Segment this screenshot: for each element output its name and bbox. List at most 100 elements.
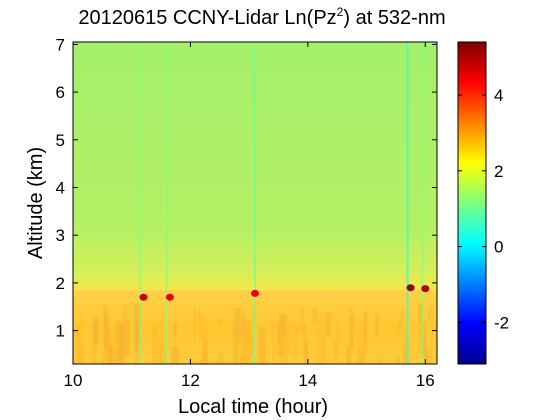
streak-line — [139, 42, 142, 364]
texture-patch — [173, 323, 178, 336]
texture-patch — [233, 307, 242, 337]
texture-patch — [75, 323, 81, 348]
texture-patch — [120, 322, 126, 359]
texture-patch — [157, 345, 162, 364]
texture-patch — [395, 357, 401, 364]
y-tick-label: 6 — [56, 83, 65, 102]
x-tick-label: 16 — [416, 371, 435, 390]
texture-patch — [244, 356, 251, 364]
texture-patch — [105, 323, 108, 336]
texture-patch — [102, 355, 106, 364]
streak-layer — [139, 42, 424, 364]
texture-patch — [124, 320, 130, 355]
texture-patch — [114, 322, 117, 345]
texture-patch — [93, 318, 99, 346]
colorbar-axis: -2 0 2 4 — [458, 86, 509, 332]
texture-patch — [378, 357, 384, 364]
texture-patch — [427, 308, 434, 317]
texture-patch — [313, 352, 317, 364]
texture-patch — [404, 333, 408, 359]
plot-frame — [72, 41, 438, 365]
x-tick-label: 14 — [298, 371, 317, 390]
colorbar-frame — [457, 41, 487, 365]
texture-patch — [76, 346, 81, 364]
texture-patch — [79, 347, 84, 364]
texture-patch — [375, 313, 380, 337]
cloud-top-mark — [139, 293, 148, 301]
texture-patch — [292, 326, 300, 359]
texture-patch — [217, 352, 224, 364]
y-axis: 1 2 3 4 5 6 7 — [56, 35, 437, 341]
texture-patch — [418, 303, 423, 323]
texture-patch — [198, 316, 205, 343]
colorbar-tick-label: 4 — [494, 86, 503, 105]
texture-patch — [302, 324, 307, 364]
texture-patch — [243, 328, 249, 341]
texture-patch — [396, 323, 400, 339]
texture-patch — [283, 339, 289, 364]
x-tick-label: 12 — [181, 371, 200, 390]
texture-patch — [319, 313, 323, 341]
texture-patch — [423, 338, 427, 358]
texture-patch — [251, 335, 255, 351]
texture-patch — [312, 307, 318, 324]
texture-patch — [284, 322, 292, 352]
texture-patch — [240, 332, 248, 364]
x-tick-label: 10 — [64, 371, 83, 390]
chart-title: 20120615 CCNY-Lidar Ln(Pz2) at 532-nm — [78, 5, 445, 29]
colorbar-tick-label: 0 — [494, 238, 503, 257]
texture-patch — [272, 322, 275, 360]
y-tick-label: 7 — [56, 35, 65, 54]
texture-patch — [364, 311, 367, 351]
streak-line — [254, 42, 256, 364]
boundary-layer-texture — [73, 303, 434, 364]
texture-patch — [319, 356, 323, 364]
texture-patch — [279, 313, 287, 332]
texture-patch — [299, 318, 305, 331]
texture-patch — [133, 303, 141, 350]
texture-patch — [193, 305, 196, 341]
texture-patch — [74, 358, 81, 364]
texture-patch — [424, 348, 433, 364]
texture-patch — [334, 339, 338, 361]
texture-patch — [324, 311, 332, 338]
texture-patch — [295, 325, 298, 337]
x-axis: 10 12 14 16 — [64, 42, 435, 390]
texture-patch — [277, 320, 285, 357]
texture-patch — [400, 309, 406, 325]
texture-patch — [280, 355, 283, 364]
y-tick-label: 5 — [56, 131, 65, 150]
texture-patch — [425, 354, 429, 364]
texture-patch — [79, 313, 84, 360]
texture-patch — [244, 333, 251, 344]
texture-patch — [360, 343, 365, 364]
texture-patch — [196, 309, 203, 323]
texture-patch — [336, 321, 340, 348]
texture-patch — [356, 342, 361, 364]
cloud-top-mark — [406, 284, 415, 292]
texture-patch — [350, 323, 355, 335]
texture-patch — [304, 340, 309, 364]
texture-patch — [109, 347, 117, 364]
y-tick-label: 3 — [56, 226, 65, 245]
texture-patch — [151, 325, 158, 362]
texture-patch — [161, 313, 165, 326]
texture-patch — [402, 342, 410, 364]
texture-patch — [202, 326, 209, 364]
cloud-top-mark — [421, 285, 430, 293]
texture-patch — [399, 318, 402, 331]
texture-patch — [240, 352, 244, 364]
texture-patch — [160, 344, 167, 364]
texture-patch — [300, 308, 305, 319]
colorbar-tick-label: -2 — [494, 313, 509, 332]
cloud-top-mark — [165, 293, 174, 301]
colorbar-tick-label: 2 — [494, 162, 503, 181]
y-tick-label: 4 — [56, 178, 65, 197]
cloud-top-layer — [139, 284, 430, 301]
texture-patch — [155, 335, 162, 347]
cloud-top-mark — [251, 289, 259, 297]
texture-patch — [345, 339, 351, 347]
y-tick-label: 2 — [56, 274, 65, 293]
colorbar — [458, 42, 486, 364]
